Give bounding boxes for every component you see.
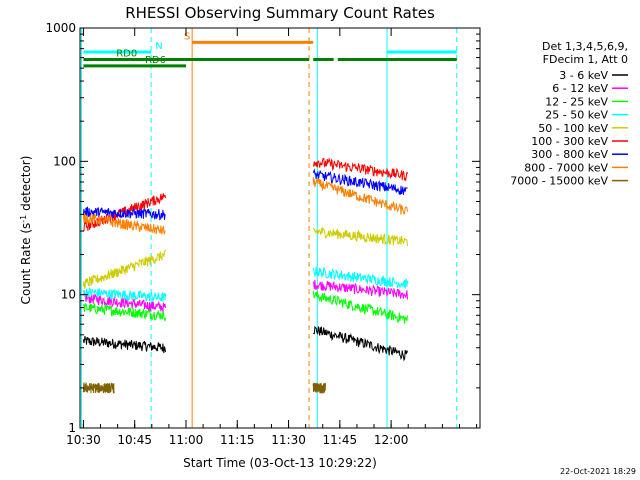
y-tick-label: 10: [61, 288, 76, 302]
footer-timestamp: 22-Oct-2021 18:29: [560, 467, 636, 476]
x-tick-label: 11:00: [169, 433, 204, 447]
series-4: [82, 266, 408, 303]
series-1: [82, 325, 408, 362]
x-tick-label: 10:45: [117, 433, 152, 447]
flag-label-n: N: [155, 41, 162, 52]
legend-entry-label: 50 - 100 keV: [538, 122, 608, 135]
series-5: [82, 226, 408, 289]
legend-entry-label: 12 - 25 keV: [545, 95, 608, 108]
y-tick-label: 100: [53, 154, 76, 168]
x-axis-label: Start Time (03-Oct-13 10:29:22): [183, 456, 377, 470]
x-tick-label: 12:00: [374, 433, 409, 447]
series-6: [82, 157, 408, 232]
legend-header-line-2: FDecim 1, Att 0: [543, 53, 628, 66]
series-line: [312, 290, 408, 324]
series-line: [313, 325, 408, 362]
x-tick-label: 11:15: [220, 433, 255, 447]
y-tick-label: 1: [68, 421, 76, 435]
series-line: [312, 168, 408, 195]
series-line: [82, 249, 166, 289]
x-tick-label: 10:30: [66, 433, 101, 447]
plot-series: [82, 157, 408, 394]
series-2: [82, 279, 408, 313]
legend-entry-label: 3 - 6 keV: [559, 69, 608, 82]
x-tick-label: 11:30: [271, 433, 306, 447]
series-line: [82, 286, 166, 303]
series-line: [82, 291, 166, 313]
legend-header-line-1: Det 1,3,4,5,6,9,: [542, 40, 628, 53]
series-line: [312, 279, 408, 300]
y-axis: 1 10 100 1000: [45, 21, 480, 435]
series-line: [82, 302, 166, 322]
series-8: [82, 177, 408, 236]
series-line: [82, 336, 166, 354]
series-line: [312, 382, 326, 394]
series-line: [82, 206, 166, 221]
series-3: [82, 290, 408, 324]
flag-label-s: S: [184, 31, 190, 42]
flag-label-rd6: RD6: [145, 55, 166, 66]
flag-label-rd0: RD0: [116, 49, 137, 60]
legend-entry-label: 100 - 300 keV: [531, 135, 608, 148]
legend-entry-label: 6 - 12 keV: [552, 82, 608, 95]
series-line: [312, 157, 408, 183]
plot-frame: [79, 27, 481, 429]
series-7: [82, 168, 408, 221]
y-tick-label: 1000: [45, 21, 76, 35]
series-9: [82, 381, 326, 394]
state-flags: N S RD0 RD6: [83, 31, 457, 68]
x-axis: 10:30 10:45 11:00 11:15 11:30 11:45 12:00: [66, 28, 478, 447]
legend: Det 1,3,4,5,6,9, FDecim 1, Att 0 3 - 6 k…: [510, 40, 628, 188]
series-line: [312, 226, 408, 246]
legend-entry-label: 7000 - 15000 keV: [510, 175, 608, 188]
legend-entry-label: 25 - 50 keV: [545, 109, 608, 122]
legend-entry-label: 300 - 800 keV: [531, 148, 608, 161]
series-line: [312, 177, 408, 215]
series-line: [312, 266, 408, 289]
chart-title: RHESSI Observing Summary Count Rates: [125, 4, 435, 22]
time-markers: [80, 28, 458, 428]
x-tick-label: 11:45: [323, 433, 358, 447]
series-line: [82, 212, 166, 236]
legend-entry-label: 800 - 7000 keV: [524, 161, 608, 174]
y-axis-label: Count Rate (s-1 detector): [19, 156, 33, 305]
series-line: [82, 381, 115, 394]
